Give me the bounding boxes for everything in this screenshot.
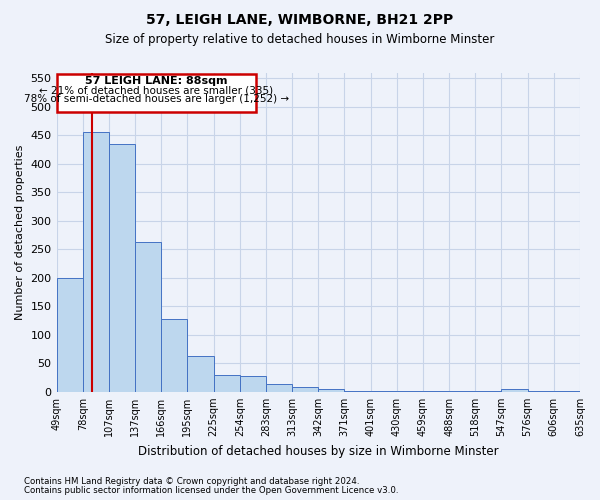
Bar: [56, 278, 83, 392]
Bar: [423, 391, 449, 392]
Text: Contains public sector information licensed under the Open Government Licence v3: Contains public sector information licen…: [24, 486, 398, 495]
Bar: [292, 386, 318, 392]
Bar: [502, 389, 527, 392]
Bar: [344, 390, 371, 392]
FancyBboxPatch shape: [56, 74, 256, 112]
Bar: [318, 389, 344, 392]
Bar: [83, 132, 109, 392]
Bar: [214, 374, 240, 392]
Bar: [475, 391, 502, 392]
Y-axis label: Number of detached properties: Number of detached properties: [15, 144, 25, 320]
Bar: [187, 356, 214, 392]
Text: Contains HM Land Registry data © Crown copyright and database right 2024.: Contains HM Land Registry data © Crown c…: [24, 477, 359, 486]
Text: Size of property relative to detached houses in Wimborne Minster: Size of property relative to detached ho…: [106, 32, 494, 46]
Text: 78% of semi-detached houses are larger (1,252) →: 78% of semi-detached houses are larger (…: [24, 94, 289, 104]
Text: 57, LEIGH LANE, WIMBORNE, BH21 2PP: 57, LEIGH LANE, WIMBORNE, BH21 2PP: [146, 12, 454, 26]
Bar: [554, 391, 580, 392]
Bar: [240, 376, 266, 392]
Bar: [371, 391, 397, 392]
Bar: [266, 384, 292, 392]
Text: ← 21% of detached houses are smaller (335): ← 21% of detached houses are smaller (33…: [39, 85, 274, 95]
Bar: [109, 144, 135, 392]
Bar: [161, 319, 187, 392]
Bar: [397, 391, 423, 392]
Text: 57 LEIGH LANE: 88sqm: 57 LEIGH LANE: 88sqm: [85, 76, 227, 86]
Bar: [449, 391, 475, 392]
Bar: [135, 242, 161, 392]
X-axis label: Distribution of detached houses by size in Wimborne Minster: Distribution of detached houses by size …: [138, 444, 499, 458]
Bar: [527, 391, 554, 392]
